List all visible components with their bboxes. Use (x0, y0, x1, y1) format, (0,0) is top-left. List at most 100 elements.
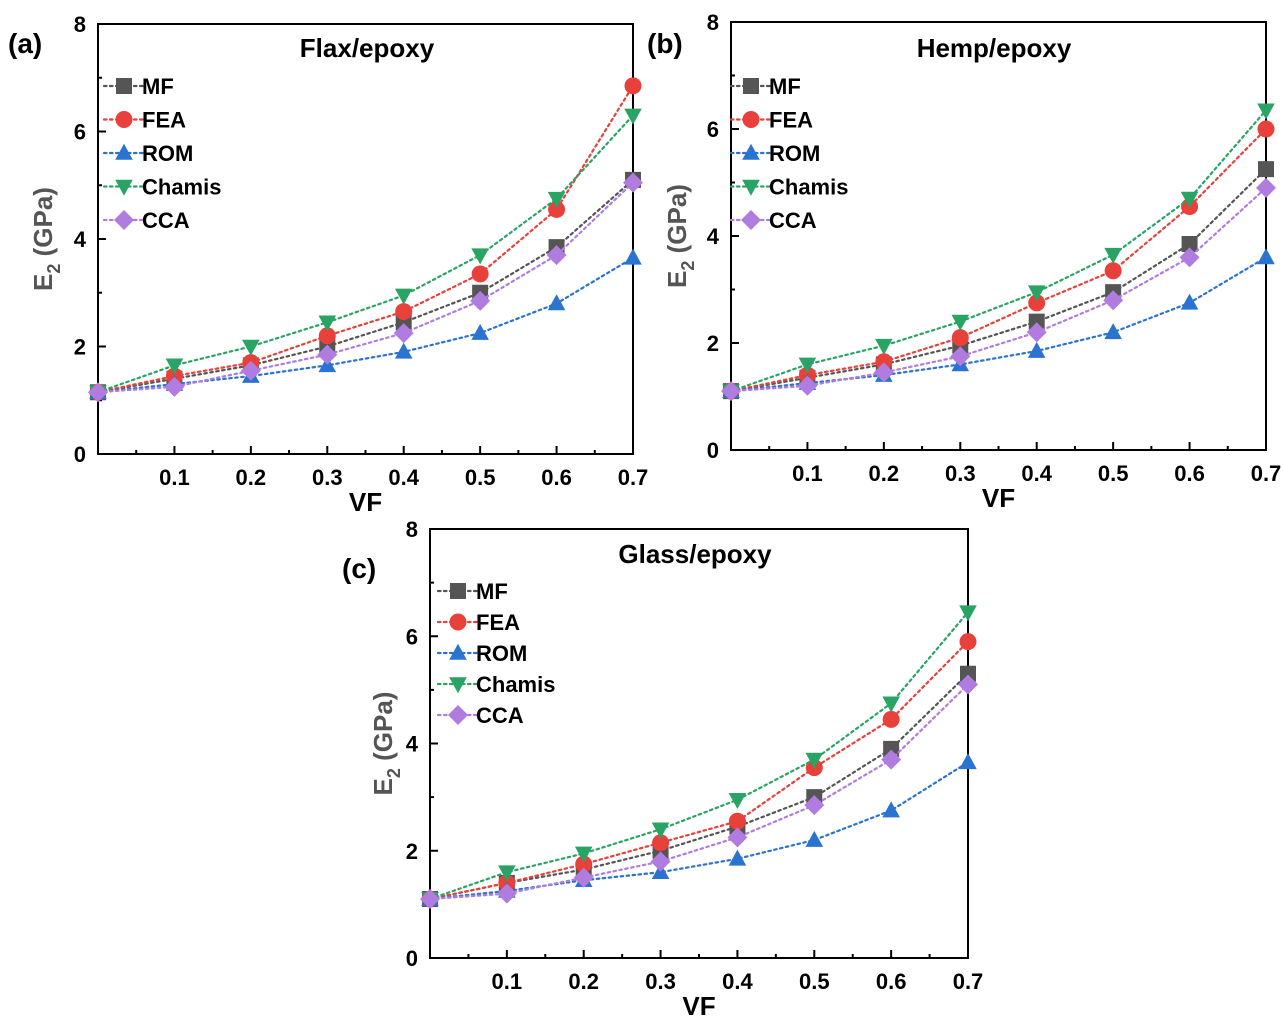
legend-marker (742, 111, 760, 128)
x-tick-label: 0.7 (953, 969, 984, 994)
data-point (1258, 161, 1274, 178)
series-line (729, 127, 1268, 393)
legend-marker (742, 143, 760, 160)
legend-marker (743, 78, 759, 94)
data-point (496, 883, 517, 904)
x-tick-label: 0.3 (645, 969, 676, 994)
y-tick-label: 8 (406, 517, 418, 542)
data-point (805, 830, 824, 847)
data-point (727, 827, 748, 848)
x-tick-label: 0.6 (1174, 461, 1205, 486)
panel-label: (c) (342, 553, 376, 584)
legend-label: FEA (769, 108, 813, 133)
data-point (1257, 248, 1275, 265)
data-point (624, 77, 642, 95)
legend-label: MF (769, 74, 801, 99)
data-point (960, 665, 976, 682)
legend-item: ROM (102, 141, 193, 166)
data-point (240, 360, 261, 381)
legend-marker (448, 705, 468, 725)
series-rom (89, 248, 642, 399)
legend-item: CCA (436, 703, 524, 728)
x-tick-label: 0.2 (568, 969, 599, 994)
data-point (1257, 120, 1275, 138)
data-point (317, 344, 338, 365)
series-line (96, 181, 635, 394)
legend-item: MF (102, 74, 174, 99)
legend-marker (449, 677, 467, 694)
series-line (729, 168, 1268, 393)
data-point (875, 353, 893, 371)
y-tick-label: 4 (74, 227, 87, 252)
data-point (1181, 236, 1198, 253)
series-chamis (89, 108, 642, 402)
series-line (96, 178, 635, 394)
series-line (96, 256, 635, 394)
x-tick-label: 0.3 (312, 465, 343, 490)
data-point (471, 265, 489, 283)
legend-label: MF (142, 74, 174, 99)
legend-marker (115, 111, 133, 128)
data-point (959, 633, 977, 651)
legend-item: CCA (102, 208, 190, 233)
data-point (804, 795, 825, 816)
data-point (959, 605, 977, 622)
legend-label: ROM (142, 141, 193, 166)
y-tick-label: 4 (406, 732, 419, 757)
series-line (96, 114, 635, 394)
series-line (96, 84, 635, 394)
data-point (1179, 247, 1200, 268)
data-point (420, 889, 440, 910)
data-point (875, 338, 893, 355)
legend-label: FEA (142, 108, 186, 133)
x-tick-label: 0.1 (492, 969, 523, 994)
series-line (428, 761, 970, 901)
data-point (548, 200, 566, 218)
data-point (393, 323, 414, 344)
data-point (624, 108, 642, 125)
legend-item: FEA (102, 108, 186, 133)
data-point (728, 793, 747, 810)
data-point (798, 357, 817, 374)
data-point (574, 846, 593, 863)
y-axis-title-unit: (GPa) (28, 187, 58, 264)
y-tick-label: 2 (406, 839, 418, 864)
x-tick-label: 0.2 (236, 465, 267, 490)
data-point (959, 753, 977, 770)
y-tick-label: 2 (707, 331, 719, 356)
legend-item: Chamis (102, 175, 221, 200)
legend-marker (114, 210, 134, 230)
panel-label: (a) (8, 28, 42, 59)
y-tick-label: 6 (707, 117, 719, 142)
y-axis-title-subscript: 2 (44, 264, 64, 274)
data-point (882, 696, 900, 713)
data-point (318, 327, 336, 345)
data-point (1180, 191, 1199, 208)
legend-marker (742, 179, 760, 196)
series-line (428, 683, 970, 901)
y-axis-title: E2 (GPa) (662, 184, 698, 288)
data-point (650, 851, 671, 872)
data-point (1180, 293, 1199, 310)
plot-title: Glass/epoxy (618, 539, 772, 569)
y-axis-title-unit: (GPa) (368, 692, 398, 769)
series-fea (421, 633, 977, 908)
series-line (428, 611, 970, 901)
y-tick-label: 8 (74, 12, 86, 37)
legend-item: Chamis (436, 672, 555, 697)
legend-marker (116, 78, 132, 94)
data-point (1027, 285, 1046, 302)
x-tick-label: 0.1 (792, 461, 823, 486)
data-point (395, 303, 413, 321)
x-tick-label: 0.5 (1098, 461, 1129, 486)
data-point (1104, 262, 1122, 280)
data-point (882, 710, 900, 728)
data-point (575, 855, 593, 873)
x-tick-label: 0.4 (1021, 461, 1052, 486)
y-tick-label: 8 (707, 10, 719, 35)
series-line (729, 186, 1268, 393)
data-point (797, 375, 818, 396)
data-point (624, 248, 642, 265)
